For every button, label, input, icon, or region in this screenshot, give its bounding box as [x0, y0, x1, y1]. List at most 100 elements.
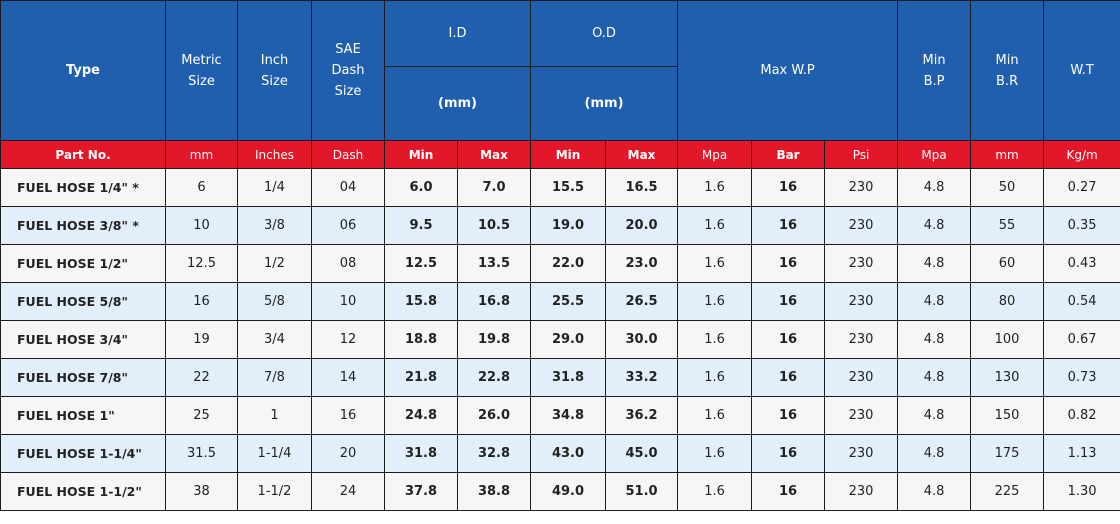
cell-wp-bar: 16 — [751, 358, 826, 397]
cell-wp-mpa: 1.6 — [677, 320, 753, 359]
cell-wt-kgm: 0.27 — [1043, 168, 1120, 207]
cell-id-max: 38.8 — [456, 472, 532, 511]
cell-od-max: 30.0 — [605, 320, 679, 359]
cell-wp-mpa: 1.6 — [677, 472, 753, 511]
cell-br-mm: 80 — [970, 282, 1045, 321]
cell-sae-dash: 10 — [311, 282, 385, 321]
table-body: FUEL HOSE 1/4" * 6 1/4 04 6.0 7.0 15.5 16.5 1.6 1… — [0, 168, 1120, 511]
cell-wp-mpa: 1.6 — [677, 206, 753, 245]
unit-wt-kgm: Kg/m — [1043, 140, 1120, 169]
cell-metric-size: 16 — [165, 282, 238, 321]
cell-part-no: FUEL HOSE 1/2" — [0, 244, 166, 283]
cell-wp-mpa: 1.6 — [677, 396, 753, 435]
cell-id-min: 9.5 — [384, 206, 458, 245]
cell-inch-size: 7/8 — [237, 358, 312, 397]
cell-bp-mpa: 4.8 — [897, 396, 972, 435]
cell-sae-dash: 04 — [311, 168, 385, 207]
cell-id-max: 19.8 — [456, 320, 532, 359]
header-od: O.D — [530, 0, 679, 67]
cell-wt-kgm: 1.13 — [1043, 434, 1120, 473]
table-row: FUEL HOSE 1" 25 1 16 24.8 26.0 34.8 36.2 1.6 16 23… — [0, 396, 1120, 435]
cell-metric-size: 38 — [165, 472, 238, 511]
cell-br-mm: 100 — [970, 320, 1045, 359]
cell-wp-bar: 16 — [751, 282, 826, 321]
cell-wt-kgm: 0.73 — [1043, 358, 1120, 397]
header-inch-size: Inch Size — [237, 0, 312, 141]
cell-wt-kgm: 1.30 — [1043, 472, 1120, 511]
cell-wp-psi: 230 — [824, 168, 899, 207]
header-max-wp: Max W.P — [677, 0, 899, 141]
cell-id-max: 22.8 — [456, 358, 532, 397]
cell-metric-size: 12.5 — [165, 244, 238, 283]
cell-od-max: 20.0 — [605, 206, 679, 245]
cell-part-no: FUEL HOSE 3/8" * — [0, 206, 166, 245]
cell-od-max: 26.5 — [605, 282, 679, 321]
cell-br-mm: 130 — [970, 358, 1045, 397]
cell-wp-bar: 16 — [751, 206, 826, 245]
header-od-unit: (mm) — [530, 66, 679, 141]
cell-part-no: FUEL HOSE 1" — [0, 396, 166, 435]
cell-id-min: 18.8 — [384, 320, 458, 359]
header-min-bp-line: Min — [922, 52, 946, 68]
unit-wp-mpa: Mpa — [677, 140, 753, 169]
cell-id-min: 37.8 — [384, 472, 458, 511]
table-row: FUEL HOSE 3/4" 19 3/4 12 18.8 19.8 29.0 30.0 1.6… — [0, 320, 1120, 359]
cell-od-min: 31.8 — [530, 358, 607, 397]
cell-br-mm: 55 — [970, 206, 1045, 245]
table-row: FUEL HOSE 1/4" * 6 1/4 04 6.0 7.0 15.5 16.5 1.6 1… — [0, 168, 1120, 207]
cell-sae-dash: 12 — [311, 320, 385, 359]
unit-mm: mm — [165, 140, 238, 169]
cell-inch-size: 1-1/4 — [237, 434, 312, 473]
cell-sae-dash: 24 — [311, 472, 385, 511]
cell-od-max: 23.0 — [605, 244, 679, 283]
cell-inch-size: 1 — [237, 396, 312, 435]
table-row: FUEL HOSE 5/8" 16 5/8 10 15.8 16.8 25.5 26.5 1.6… — [0, 282, 1120, 321]
unit-id-min: Min — [384, 140, 458, 169]
cell-metric-size: 19 — [165, 320, 238, 359]
cell-br-mm: 60 — [970, 244, 1045, 283]
units-row: Part No. mm Inches Dash Min Max Min Max … — [0, 140, 1120, 169]
header-min-bp: Min B.P — [897, 0, 972, 141]
cell-wp-psi: 230 — [824, 244, 899, 283]
cell-wp-psi: 230 — [824, 206, 899, 245]
header-min-bp-line: B.P — [923, 73, 945, 89]
cell-od-min: 34.8 — [530, 396, 607, 435]
cell-od-max: 33.2 — [605, 358, 679, 397]
cell-sae-dash: 20 — [311, 434, 385, 473]
cell-bp-mpa: 4.8 — [897, 282, 972, 321]
cell-metric-size: 10 — [165, 206, 238, 245]
cell-inch-size: 1/2 — [237, 244, 312, 283]
header-wt: W.T — [1043, 0, 1120, 141]
cell-od-max: 45.0 — [605, 434, 679, 473]
cell-wp-mpa: 1.6 — [677, 434, 753, 473]
header-inch-size-line: Size — [261, 73, 288, 89]
header-sae-dash-size: SAE Dash Size — [311, 0, 385, 141]
cell-wp-psi: 230 — [824, 358, 899, 397]
cell-id-max: 7.0 — [456, 168, 532, 207]
cell-od-min: 43.0 — [530, 434, 607, 473]
cell-inch-size: 3/4 — [237, 320, 312, 359]
unit-od-min: Min — [530, 140, 607, 169]
cell-metric-size: 25 — [165, 396, 238, 435]
cell-wt-kgm: 0.67 — [1043, 320, 1120, 359]
table-row: FUEL HOSE 3/8" * 10 3/8 06 9.5 10.5 19.0 20.0 1.… — [0, 206, 1120, 245]
cell-wp-psi: 230 — [824, 396, 899, 435]
cell-id-min: 31.8 — [384, 434, 458, 473]
cell-inch-size: 5/8 — [237, 282, 312, 321]
cell-wp-psi: 230 — [824, 320, 899, 359]
cell-bp-mpa: 4.8 — [897, 358, 972, 397]
cell-part-no: FUEL HOSE 1-1/2" — [0, 472, 166, 511]
cell-wt-kgm: 0.54 — [1043, 282, 1120, 321]
cell-id-min: 12.5 — [384, 244, 458, 283]
cell-od-max: 51.0 — [605, 472, 679, 511]
cell-wp-bar: 16 — [751, 472, 826, 511]
cell-br-mm: 175 — [970, 434, 1045, 473]
cell-wp-bar: 16 — [751, 168, 826, 207]
cell-bp-mpa: 4.8 — [897, 472, 972, 511]
cell-sae-dash: 16 — [311, 396, 385, 435]
cell-od-min: 29.0 — [530, 320, 607, 359]
cell-sae-dash: 08 — [311, 244, 385, 283]
header-id: I.D — [383, 0, 532, 67]
cell-metric-size: 22 — [165, 358, 238, 397]
table-row: FUEL HOSE 7/8" 22 7/8 14 21.8 22.8 31.8 33.2 1.6… — [0, 358, 1120, 397]
